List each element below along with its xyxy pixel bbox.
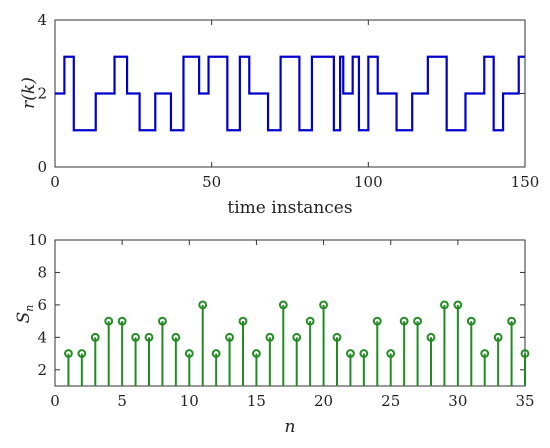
x-tick-label: 0 (50, 173, 60, 191)
stem-marker (372, 316, 382, 326)
x-tick-label: 20 (314, 392, 333, 410)
stem-marker (184, 349, 194, 358)
y-tick-label: 10 (28, 231, 47, 249)
stem-marker (413, 316, 422, 326)
bottom-series-group (64, 300, 530, 386)
stem-marker (131, 332, 140, 342)
stem-marker (520, 349, 530, 358)
stem-marker (399, 316, 409, 326)
stem-marker (493, 332, 503, 342)
x-tick-label: 100 (354, 173, 383, 191)
x-tick-label: 30 (448, 392, 467, 410)
stem-marker (507, 316, 516, 326)
x-tick-label: 35 (515, 392, 534, 410)
stem-marker (332, 332, 342, 342)
stem-marker (64, 349, 73, 358)
stem-marker (144, 332, 154, 342)
top-y-axis-label: r(k) (19, 77, 39, 109)
y-tick-label: 0 (37, 158, 47, 176)
x-tick-label: 10 (180, 392, 199, 410)
stem-marker (198, 300, 208, 310)
stem-marker (211, 349, 221, 358)
bottom-subplot: 0 5 10 15 20 25 30 35 2 4 6 8 10 n Sn (14, 231, 535, 437)
y-tick-label: 6 (37, 296, 47, 314)
stem-marker (238, 316, 248, 326)
y-tick-label: 4 (37, 328, 47, 346)
stem-marker (440, 300, 449, 310)
stem-marker (278, 300, 288, 310)
stem-marker (77, 349, 87, 358)
stem-marker (158, 316, 167, 326)
top-plot-frame (54, 19, 526, 168)
stem-marker (359, 349, 369, 358)
stem-marker (466, 316, 476, 326)
y-tick-label: 4 (37, 11, 47, 29)
top-series-group (55, 55, 525, 132)
stem-marker (104, 316, 114, 326)
stem-marker (305, 316, 315, 326)
bottom-x-axis-label: n (285, 417, 296, 437)
top-tick-group: 0 50 100 150 0 2 4 (37, 11, 539, 191)
bottom-y-axis-label-sub: n (23, 305, 36, 312)
stem-marker (117, 316, 127, 326)
x-tick-label: 5 (117, 392, 127, 410)
step-line-series (55, 55, 525, 132)
stem-marker (252, 349, 261, 358)
x-tick-label: 15 (247, 392, 266, 410)
top-x-axis-label: time instances (227, 198, 352, 218)
stem-marker (386, 349, 396, 358)
stem-marker (453, 300, 463, 310)
x-tick-label: 25 (381, 392, 400, 410)
x-tick-label: 0 (50, 392, 60, 410)
stem-marker (319, 300, 328, 310)
stem-marker (480, 349, 490, 358)
x-tick-label: 50 (202, 173, 221, 191)
y-tick-label: 2 (37, 85, 47, 103)
bottom-y-axis-label-main: S (14, 312, 34, 324)
stem-marker (265, 332, 275, 342)
y-tick-label: 8 (37, 263, 47, 281)
stem-marker (225, 332, 234, 342)
stem-marker (171, 332, 181, 342)
x-tick-label: 150 (511, 173, 540, 191)
stem-marker (346, 349, 355, 358)
stem-marker (90, 332, 100, 342)
bottom-y-axis-label: Sn (14, 305, 36, 324)
bottom-plot-frame (54, 239, 526, 387)
y-tick-label: 2 (37, 361, 47, 379)
stem-marker (426, 332, 436, 342)
top-subplot: 0 50 100 150 0 2 4 time instances r(k) (19, 11, 539, 218)
stem-marker (292, 332, 302, 342)
